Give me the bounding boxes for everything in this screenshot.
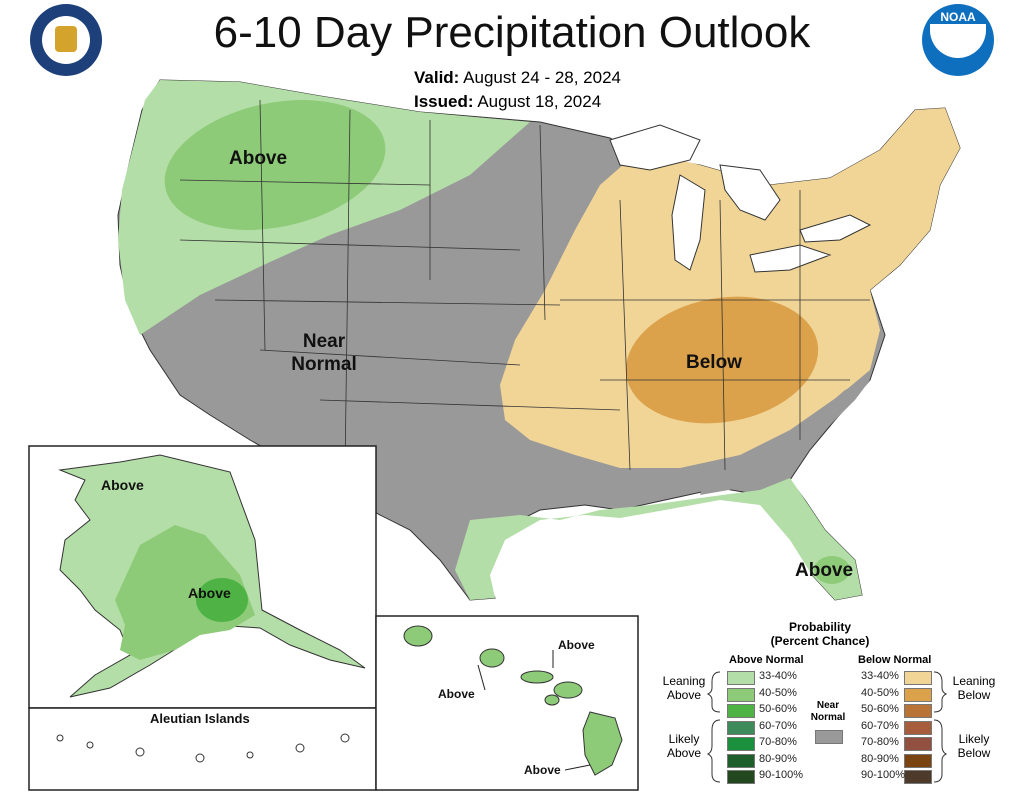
label-near-line2: Normal [291, 354, 357, 375]
below-range-label-1: 40-50% [861, 686, 899, 699]
legend-likely-above: Likely Above [660, 732, 708, 760]
below-swatch-5 [904, 753, 932, 768]
below-swatch-6 [904, 770, 932, 784]
above-swatch-5 [727, 753, 755, 768]
label-hawaii-north-above: Above [558, 638, 595, 652]
leaning-above-line2: Above [666, 688, 702, 702]
label-hawaii-west-above: Above [438, 687, 475, 701]
above-range-label-3: 60-70% [759, 719, 797, 732]
southeast-coast-near-region [700, 380, 870, 495]
above-range-label-5: 80-90% [759, 752, 797, 765]
label-southeast-below: Below [686, 352, 742, 373]
below-swatch-1 [904, 687, 932, 702]
legend-above-header: Above Normal [729, 654, 804, 666]
below-swatch-2 [904, 704, 932, 718]
legend-below-header: Below Normal [858, 654, 932, 666]
aleutian-inset-frame [28, 707, 377, 791]
above-swatch-3 [727, 720, 755, 735]
alaska-above-dark-region [196, 578, 248, 622]
legend-near-normal-line1: Near [816, 700, 840, 711]
legend-likely-below: Likely Below [948, 732, 1000, 760]
label-alaska-south-above: Above [188, 585, 231, 601]
above-range-label-6: 90-100% [759, 769, 804, 781]
commerce-seal-icon [30, 4, 102, 76]
legend-near-normal-line2: Normal [810, 712, 846, 723]
label-alaska-north-above: Above [101, 477, 144, 493]
label-near-normal: Near Normal [288, 330, 360, 376]
below-range-label-5: 80-90% [861, 752, 899, 765]
issued-date: Issued: August 18, 2024 [414, 92, 601, 112]
legend-title-line1: Probability [788, 620, 851, 634]
below-range-label-2: 50-60% [861, 703, 899, 715]
label-aleutian-islands: Aleutian Islands [150, 711, 250, 726]
above-swatch-6 [727, 770, 755, 784]
below-range-label-6: 90-100% [861, 769, 906, 781]
northwest-above-mid-region [164, 100, 386, 230]
above-swatch-2 [727, 704, 755, 718]
aleutian-islands [56, 733, 350, 763]
noaa-logo-icon: NOAA [922, 4, 994, 76]
above-range-label-4: 70-80% [759, 736, 797, 748]
leaning-below-line2: Below [957, 688, 991, 702]
legend-leaning-above: Leaning Above [660, 674, 708, 702]
likely-below-line1: Likely [958, 732, 990, 746]
leaning-below-line1: Leaning [952, 674, 996, 688]
legend-above-braces [706, 671, 721, 783]
above-swatch-4 [727, 737, 755, 751]
below-swatch-3 [904, 720, 932, 735]
east-below-light-region [500, 108, 960, 468]
above-range-label-0: 33-40% [759, 670, 797, 682]
above-range-label-1: 40-50% [759, 686, 797, 699]
florida-above-mid-region [814, 556, 850, 584]
likely-above-line2: Above [666, 746, 702, 760]
above-swatch-1 [727, 687, 755, 702]
issued-label: Issued: [414, 92, 474, 111]
below-swatch-0 [904, 671, 932, 685]
above-swatch-0 [727, 671, 755, 685]
hawaii-label-leaders [477, 650, 591, 771]
noaa-logo-text: NOAA [940, 10, 976, 24]
below-swatch-4 [904, 737, 932, 751]
legend-below-braces [933, 671, 948, 783]
leaning-above-line1: Leaning [662, 674, 706, 688]
legend-near-normal-swatch [815, 730, 843, 744]
below-range-label-0: 33-40% [861, 670, 899, 682]
valid-label: Valid: [414, 68, 460, 87]
likely-below-line2: Below [957, 746, 991, 760]
below-range-label-3: 60-70% [861, 719, 899, 732]
issued-value: August 18, 2024 [477, 92, 602, 111]
hawaii-islands [403, 625, 623, 776]
state-boundaries [179, 99, 870, 471]
label-hawaii-south-above: Above [524, 763, 561, 777]
label-northwest-above: Above [229, 148, 288, 169]
alaska-above-mid-region [115, 525, 255, 660]
legend-leaning-below: Leaning Below [948, 674, 1000, 702]
label-near-line1: Near [302, 331, 346, 352]
great-lakes [609, 124, 872, 273]
east-below-mid-region [625, 296, 819, 424]
valid-dates: Valid: August 24 - 28, 2024 [414, 68, 621, 88]
likely-above-line1: Likely [668, 732, 700, 746]
below-range-label-4: 70-80% [861, 736, 899, 748]
above-range-label-2: 50-60% [759, 703, 797, 715]
legend-title-line2: (Percent Chance) [770, 634, 870, 648]
valid-value: August 24 - 28, 2024 [463, 68, 621, 87]
label-florida-above: Above [795, 560, 854, 581]
map-title: 6-10 Day Precipitation Outlook [213, 8, 811, 57]
